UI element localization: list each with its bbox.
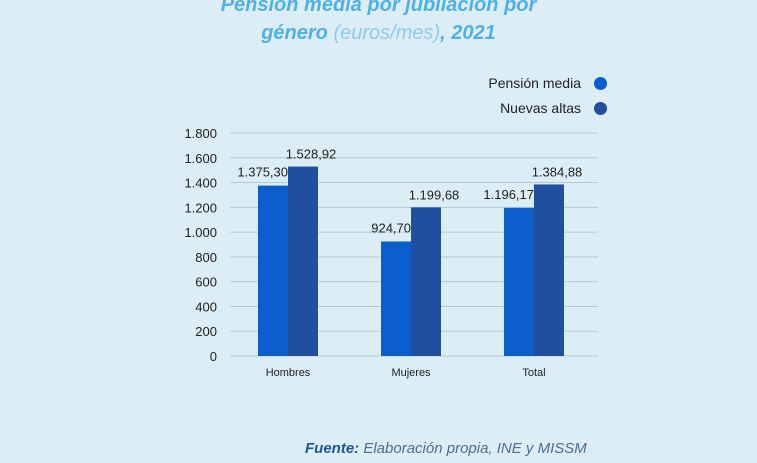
- legend-label: Pensión media: [488, 75, 581, 91]
- x-tick-label: Hombres: [266, 367, 311, 379]
- data-label: 1.528,92: [286, 147, 337, 162]
- y-tick-label: 400: [195, 299, 217, 314]
- bar-total-0: [504, 207, 534, 356]
- x-tick-label: Total: [522, 367, 545, 379]
- legend-item-nuevas-altas: Nuevas altas: [500, 100, 607, 116]
- y-tick-label: 1.000: [184, 225, 217, 240]
- y-tick-label: 1.800: [184, 126, 217, 141]
- y-tick-label: 800: [195, 250, 217, 265]
- source-label: Fuente:: [305, 440, 360, 457]
- source-text: Elaboración propia, INE y MISSM: [363, 440, 587, 457]
- y-tick-label: 600: [195, 275, 217, 290]
- y-tick-label: 0: [210, 349, 217, 364]
- x-tick-label: Mujeres: [391, 367, 431, 379]
- y-tick-label: 1.600: [184, 151, 217, 166]
- source-note: Fuente: Elaboración propia, INE y MISSM: [305, 440, 587, 457]
- bar-mujeres-1: [411, 207, 441, 356]
- y-tick-label: 1.400: [184, 176, 217, 191]
- legend-label: Nuevas altas: [500, 100, 581, 116]
- y-tick-label: 1.200: [184, 200, 217, 215]
- data-label: 1.384,88: [532, 164, 583, 179]
- title-units: (euros/mes): [333, 22, 441, 44]
- bar-mujeres-0: [381, 241, 411, 356]
- bar-total-1: [534, 184, 564, 356]
- data-label: 1.199,68: [409, 187, 460, 202]
- legend-dot-icon: [594, 76, 607, 90]
- title-gender: género: [261, 22, 328, 44]
- title-year: , 2021: [440, 22, 496, 44]
- y-tick-label: 200: [195, 324, 217, 339]
- data-label: 1.375,30: [237, 165, 288, 180]
- bar-hombres-0: [258, 185, 288, 356]
- data-label: 1.196,17: [483, 187, 534, 202]
- legend-dot-icon: [594, 101, 607, 115]
- legend-item-pension-media: Pensión media: [488, 75, 607, 91]
- chart-title-line2: género (euros/mes), 2021: [0, 22, 757, 45]
- bar-hombres-1: [288, 166, 318, 356]
- chart-title-line1: Pensión media por jubilación por: [220, 0, 537, 16]
- data-label: 924,70: [371, 220, 411, 235]
